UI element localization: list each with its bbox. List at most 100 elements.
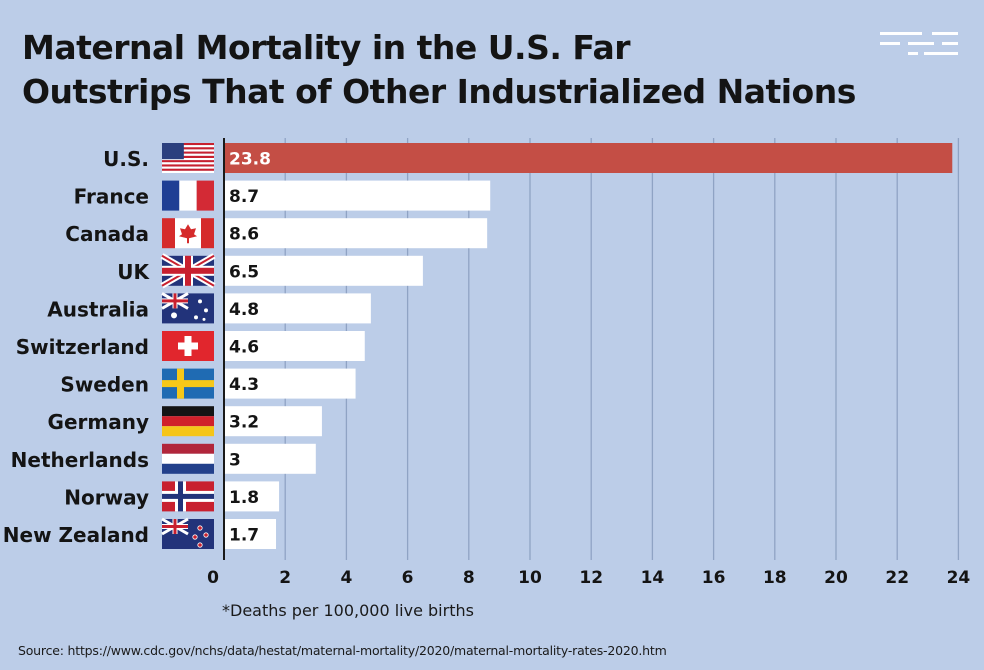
bar: [224, 481, 280, 512]
x-tick-label: 18: [763, 568, 787, 588]
stripe: [162, 149, 214, 152]
category-label: Norway: [64, 485, 149, 509]
value-label: 4.6: [229, 338, 259, 358]
cross: [162, 299, 188, 303]
band: [162, 443, 214, 454]
chart-title-line-1: Maternal Mortality in the U.S. Far: [22, 28, 631, 67]
band: [162, 426, 214, 437]
x-tick-label: 10: [518, 568, 542, 588]
bar: [224, 368, 356, 399]
canton: [162, 143, 184, 160]
value-label: 1.7: [229, 526, 259, 546]
category-label: Canada: [65, 222, 149, 246]
star: [197, 525, 203, 531]
bars: [224, 143, 953, 549]
netherlands-flag-icon: [162, 443, 214, 474]
x-tick-label: 12: [579, 568, 603, 588]
star: [194, 315, 198, 320]
sweden-flag-icon: [162, 368, 214, 399]
category-label: Australia: [47, 297, 149, 321]
cross: [162, 380, 214, 388]
norway-flag-icon: [162, 481, 214, 512]
star: [204, 308, 208, 313]
stripe: [162, 147, 214, 150]
band: [162, 218, 175, 249]
stripe: [162, 160, 214, 163]
uk-flag-icon: [160, 253, 216, 289]
category-label: Netherlands: [11, 448, 149, 472]
x-tick-label: 24: [947, 568, 971, 588]
band: [179, 180, 197, 211]
value-label: 3: [229, 450, 241, 470]
x-tick-labels: 0 2 4 6 8 10 12 14 16 18 20 22 24: [207, 568, 970, 588]
gridlines: [284, 138, 960, 560]
australia-flag-icon: [161, 292, 214, 324]
canada-flag-icon: [162, 218, 214, 249]
source-citation: Source: https://www.cdc.gov/nchs/data/he…: [18, 643, 667, 658]
category-label: Germany: [48, 410, 149, 434]
band: [201, 218, 214, 249]
bar: [224, 143, 953, 173]
stripe: [162, 170, 214, 173]
germany-flag-icon: [162, 406, 214, 437]
cross: [162, 493, 214, 499]
value-label: 8.6: [229, 225, 259, 245]
stripe: [162, 143, 214, 146]
cross: [162, 525, 188, 528]
x-tick-label: 20: [824, 568, 848, 588]
bar: [224, 519, 277, 549]
flags: [160, 143, 216, 549]
x-tick-label: 6: [402, 568, 414, 588]
stripe: [162, 158, 214, 161]
bar: [224, 293, 371, 324]
bar: [224, 180, 491, 211]
bar: [224, 443, 316, 474]
stripe: [162, 162, 214, 165]
stripe: [162, 166, 214, 169]
category-label: France: [74, 185, 149, 209]
bar: [224, 255, 423, 286]
star: [202, 317, 206, 321]
stripe: [162, 155, 214, 158]
x-tick-label: 4: [340, 568, 352, 588]
value-label: 3.2: [229, 413, 259, 433]
category-label: Switzerland: [16, 335, 149, 359]
category-label: UK: [117, 260, 150, 284]
x-tick-label: 2: [279, 568, 291, 588]
stripe: [162, 153, 214, 156]
stripe: [162, 164, 214, 167]
category-labels: U.S. France Canada UK Australia Switzerland Sw…: [3, 147, 151, 547]
star: [197, 542, 203, 548]
value-label: 1.8: [229, 488, 259, 508]
value-label: 23.8: [229, 150, 271, 170]
value-labels: 23.8 8.7 8.6 6.5 4.8 4.6 4.3 3.2 3 1.8 1.7: [229, 150, 271, 546]
stripe: [162, 151, 214, 154]
x-tick-label: 14: [641, 568, 665, 588]
switzerland-flag-icon: [162, 331, 214, 361]
band: [162, 463, 214, 474]
x-tick-label: 0: [207, 568, 219, 588]
bar: [224, 218, 488, 249]
chart-title-line-2: Outstrips That of Other Industrialized N…: [22, 72, 856, 111]
us-flag-icon: [162, 143, 214, 173]
maple-leaf: [179, 224, 197, 244]
band: [162, 416, 214, 427]
bar: [224, 406, 322, 437]
dashed-lines-logo-icon: [880, 32, 960, 56]
category-label: New Zealand: [3, 523, 149, 547]
france-flag-icon: [162, 180, 214, 211]
footnote: *Deaths per 100,000 live births: [222, 601, 474, 620]
stripe: [162, 168, 214, 171]
x-tick-label: 22: [885, 568, 909, 588]
value-label: 6.5: [229, 262, 259, 282]
x-tick-label: 16: [702, 568, 726, 588]
star: [203, 532, 209, 538]
bar: [224, 331, 365, 361]
cross: [162, 267, 214, 274]
star: [171, 312, 177, 319]
star: [198, 299, 202, 304]
band: [196, 180, 214, 211]
value-label: 4.3: [229, 375, 259, 395]
